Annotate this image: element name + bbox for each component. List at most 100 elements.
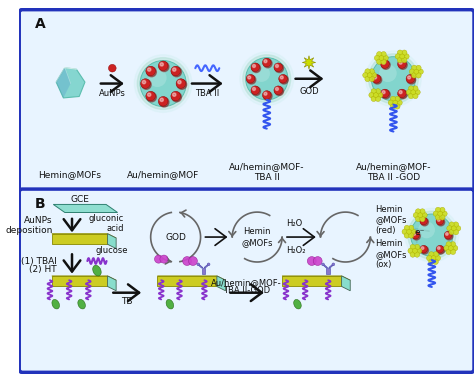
Circle shape xyxy=(148,69,166,87)
Circle shape xyxy=(275,64,283,73)
Circle shape xyxy=(413,212,419,218)
Circle shape xyxy=(391,96,396,102)
Circle shape xyxy=(453,222,459,227)
Circle shape xyxy=(449,229,454,235)
Circle shape xyxy=(448,246,453,251)
Circle shape xyxy=(397,57,403,63)
Circle shape xyxy=(374,76,377,79)
Circle shape xyxy=(371,89,376,94)
Circle shape xyxy=(408,211,456,259)
Circle shape xyxy=(414,69,419,74)
Circle shape xyxy=(368,54,419,104)
Circle shape xyxy=(436,245,444,253)
Circle shape xyxy=(146,91,155,101)
Circle shape xyxy=(160,255,168,263)
Circle shape xyxy=(398,89,406,98)
Text: (2) HT: (2) HT xyxy=(29,265,57,274)
Circle shape xyxy=(247,75,256,84)
Circle shape xyxy=(413,232,420,240)
Text: H₂O: H₂O xyxy=(286,219,302,228)
Circle shape xyxy=(412,248,417,253)
Circle shape xyxy=(275,87,283,96)
Circle shape xyxy=(321,263,324,266)
Circle shape xyxy=(365,69,370,74)
Circle shape xyxy=(399,91,402,94)
Circle shape xyxy=(253,65,255,68)
Circle shape xyxy=(141,79,150,88)
Circle shape xyxy=(428,259,434,264)
Circle shape xyxy=(407,229,411,234)
Circle shape xyxy=(251,86,260,95)
Circle shape xyxy=(406,74,415,83)
Circle shape xyxy=(147,67,156,77)
Circle shape xyxy=(453,229,459,235)
Circle shape xyxy=(363,73,368,78)
Circle shape xyxy=(436,217,444,225)
Circle shape xyxy=(251,63,260,71)
Circle shape xyxy=(375,96,381,102)
Circle shape xyxy=(415,89,420,95)
Circle shape xyxy=(171,91,181,101)
Circle shape xyxy=(189,257,197,265)
Circle shape xyxy=(415,216,421,222)
Polygon shape xyxy=(198,264,203,268)
Circle shape xyxy=(420,217,428,225)
Circle shape xyxy=(377,92,383,98)
Circle shape xyxy=(109,64,116,72)
Circle shape xyxy=(401,57,407,63)
Circle shape xyxy=(409,93,414,99)
Circle shape xyxy=(421,246,428,254)
Circle shape xyxy=(381,89,389,98)
Circle shape xyxy=(367,73,372,78)
Circle shape xyxy=(413,93,418,99)
Circle shape xyxy=(280,76,283,79)
Circle shape xyxy=(263,58,271,67)
Circle shape xyxy=(372,74,381,83)
Circle shape xyxy=(142,81,146,84)
Ellipse shape xyxy=(52,299,59,309)
Polygon shape xyxy=(217,276,226,291)
Circle shape xyxy=(147,92,156,102)
Circle shape xyxy=(243,55,291,103)
Circle shape xyxy=(160,63,164,66)
Circle shape xyxy=(413,86,418,91)
Circle shape xyxy=(435,207,441,213)
Circle shape xyxy=(433,211,438,216)
Circle shape xyxy=(140,60,186,107)
Text: B: B xyxy=(35,197,45,211)
Circle shape xyxy=(444,245,449,251)
Circle shape xyxy=(371,96,376,102)
Circle shape xyxy=(399,61,402,64)
Polygon shape xyxy=(56,68,71,98)
Circle shape xyxy=(404,225,410,231)
Circle shape xyxy=(369,92,374,98)
Polygon shape xyxy=(52,234,116,238)
Polygon shape xyxy=(52,234,108,244)
Circle shape xyxy=(397,50,403,55)
Text: Hemin
@MOFs: Hemin @MOFs xyxy=(241,227,273,247)
Circle shape xyxy=(405,208,459,262)
Polygon shape xyxy=(52,276,116,280)
Circle shape xyxy=(391,104,396,109)
Circle shape xyxy=(407,75,416,84)
Circle shape xyxy=(382,91,385,94)
Circle shape xyxy=(263,91,271,99)
Circle shape xyxy=(410,69,415,74)
Circle shape xyxy=(421,218,428,226)
Circle shape xyxy=(252,87,261,96)
Circle shape xyxy=(313,257,322,265)
Circle shape xyxy=(264,92,272,100)
Circle shape xyxy=(274,63,283,71)
Text: GOD: GOD xyxy=(165,233,186,241)
Circle shape xyxy=(402,229,407,235)
Circle shape xyxy=(440,215,445,220)
Circle shape xyxy=(178,81,181,84)
Circle shape xyxy=(373,75,382,84)
Circle shape xyxy=(395,96,400,102)
Circle shape xyxy=(410,214,453,256)
Circle shape xyxy=(446,242,451,247)
Circle shape xyxy=(379,65,397,82)
Circle shape xyxy=(409,86,414,91)
Polygon shape xyxy=(204,264,209,268)
Circle shape xyxy=(275,87,279,91)
